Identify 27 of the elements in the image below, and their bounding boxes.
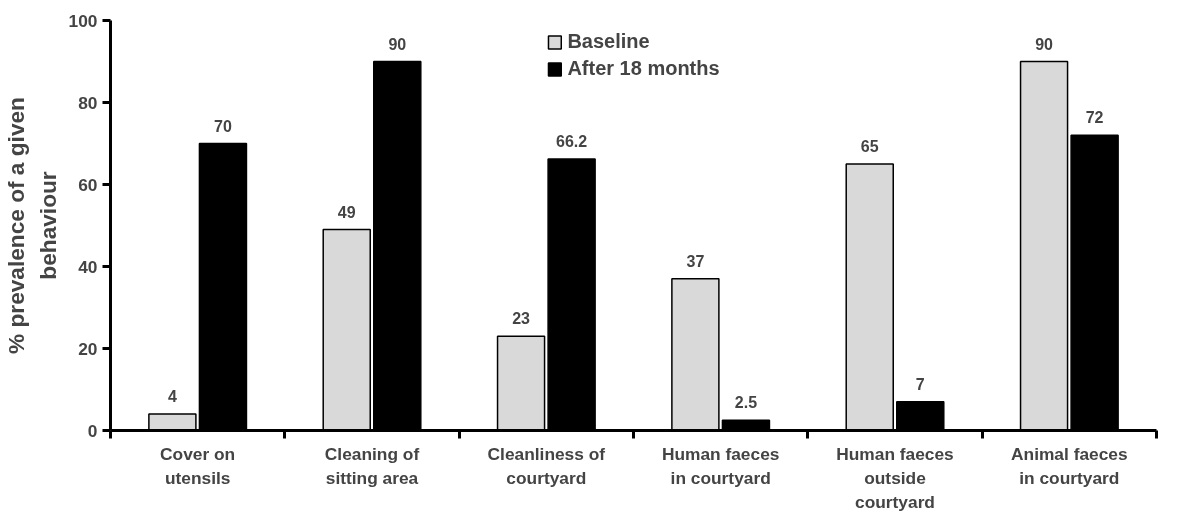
x-tick-label: Cover on utensils [160, 443, 236, 488]
legend-label: After 18 months [567, 57, 720, 80]
x-tick-label: Cleaning of sitting area [324, 443, 420, 488]
data-label: 37 [686, 252, 705, 270]
data-label: 65 [860, 138, 879, 155]
data-label: 70 [214, 117, 232, 135]
data-label: 66.2 [556, 133, 588, 151]
data-label: 4 [167, 388, 177, 406]
data-label: 23 [512, 310, 531, 328]
legend-label: Baseline [567, 30, 650, 53]
y-tick-label: 80 [78, 92, 98, 113]
x-tick-label: Human faeces outside courtyard [836, 443, 954, 512]
data-label: 2.5 [734, 394, 758, 412]
y-tick-label: 40 [78, 256, 98, 277]
data-label: 90 [1035, 35, 1054, 53]
x-tick-label: Animal faeces in courtyard [1011, 443, 1128, 488]
y-tick-label: 0 [87, 420, 98, 441]
y-tick-label: 20 [78, 338, 98, 359]
x-tick-label: Human faeces in courtyard [661, 443, 780, 488]
x-tick-label: Cleanliness of courtyard [487, 443, 606, 488]
y-tick-label: 60 [78, 174, 98, 195]
y-tick-label: 100 [68, 10, 98, 31]
data-label: 90 [388, 35, 407, 53]
data-label: 7 [915, 375, 925, 393]
data-label: 49 [337, 203, 356, 221]
y-axis-title: % prevalence of a given behaviour [3, 97, 61, 354]
data-label: 72 [1085, 109, 1104, 127]
